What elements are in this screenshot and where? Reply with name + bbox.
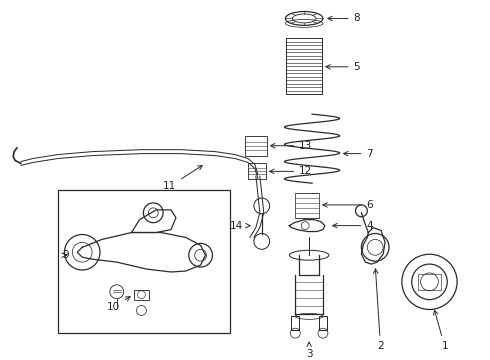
Text: 4: 4 [333, 221, 373, 231]
Bar [248, 163, 266, 179]
Bar [417, 274, 441, 290]
Text: 10: 10 [107, 297, 130, 311]
Text: 7: 7 [343, 149, 373, 159]
Text: 5: 5 [326, 62, 360, 72]
Text: 12: 12 [270, 166, 313, 176]
Bar [319, 316, 327, 330]
Bar [287, 38, 322, 94]
Text: 6: 6 [323, 200, 373, 210]
Text: 13: 13 [270, 141, 313, 151]
Text: 8: 8 [328, 13, 360, 23]
Text: 9: 9 [62, 250, 69, 260]
Bar [245, 136, 267, 156]
Text: 11: 11 [163, 166, 202, 191]
Bar [295, 193, 319, 218]
Bar [133, 290, 149, 300]
Text: 3: 3 [306, 342, 313, 359]
Text: 2: 2 [373, 269, 384, 351]
Bar [57, 190, 230, 333]
Text: 1: 1 [434, 310, 448, 351]
Bar [292, 316, 299, 330]
Text: 14: 14 [230, 221, 250, 231]
